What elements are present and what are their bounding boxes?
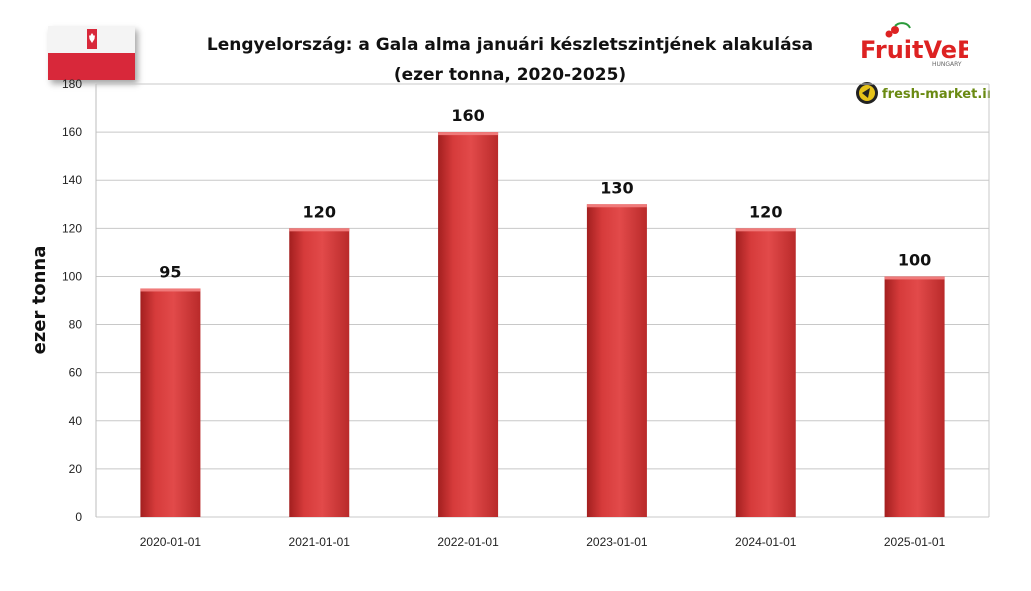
- bar: [438, 132, 499, 517]
- bar: [289, 228, 350, 518]
- chart-title-block: Lengyelország: a Gala alma januári készl…: [160, 30, 860, 90]
- fruitveb-logo-text: FruitVeB: [860, 36, 968, 64]
- data-label: 100: [898, 250, 931, 269]
- bar-top-highlight: [586, 204, 647, 208]
- data-label: 120: [303, 202, 336, 221]
- chart-title: Lengyelország: a Gala alma januári készl…: [206, 35, 814, 55]
- y-tick-label: 100: [62, 269, 82, 283]
- bar-body: [884, 276, 945, 517]
- bar-body: [586, 204, 647, 517]
- x-tick-label: 2023-01-01: [586, 535, 648, 549]
- data-label: 120: [749, 202, 782, 221]
- y-tick-label: 180: [62, 77, 82, 91]
- bar-top-highlight: [735, 228, 796, 232]
- y-axis-ticks: 0 20 40 60 80 100 120 140 160 180: [62, 77, 82, 524]
- fruitveb-logo-sub: HUNGARY: [932, 61, 962, 68]
- y-tick-label: 40: [69, 414, 83, 428]
- x-tick-label: 2025-01-01: [884, 535, 946, 549]
- y-tick-label: 60: [69, 366, 83, 380]
- bar-body: [438, 132, 499, 517]
- y-axis-label: ezer tonna: [29, 246, 50, 355]
- x-tick-label: 2024-01-01: [735, 535, 797, 549]
- poland-flag: [48, 26, 135, 80]
- bar-top-highlight: [438, 132, 499, 136]
- y-tick-label: 160: [62, 125, 82, 139]
- x-axis-ticks: 2020-01-01 2021-01-01 2022-01-01 2023-01-01…: [140, 535, 946, 549]
- data-label: 95: [159, 262, 181, 281]
- bar-top-highlight: [884, 276, 945, 280]
- bar-top-highlight: [140, 288, 201, 292]
- fruitveb-logo: FruitVeB HUNGARY: [860, 22, 968, 68]
- y-tick-label: 140: [62, 173, 82, 187]
- eagle-emblem-icon: [87, 29, 97, 49]
- x-tick-label: 2021-01-01: [289, 535, 351, 549]
- x-tick-label: 2020-01-01: [140, 535, 202, 549]
- bar: [586, 204, 647, 517]
- freshmarket-logo: fresh-market.info: [856, 82, 990, 104]
- bar-body: [140, 288, 201, 517]
- bar-body: [289, 228, 350, 518]
- y-tick-label: 20: [69, 462, 83, 476]
- x-tick-label: 2022-01-01: [437, 535, 499, 549]
- bar-top-highlight: [289, 228, 350, 232]
- data-label: 130: [600, 178, 633, 197]
- freshmarket-logo-text: fresh-market.info: [882, 87, 990, 102]
- data-label: 160: [451, 106, 484, 125]
- bars: [140, 132, 945, 518]
- y-tick-label: 80: [69, 318, 83, 332]
- chart-subtitle: (ezer tonna, 2020-2025): [393, 65, 627, 85]
- bar: [735, 228, 796, 518]
- bar-body: [735, 228, 796, 518]
- gridlines: [95, 83, 990, 518]
- y-tick-label: 0: [75, 510, 82, 524]
- y-tick-label: 120: [62, 221, 82, 235]
- bar: [140, 288, 201, 517]
- bar: [884, 276, 945, 517]
- data-labels: 95 120 160 130 120 100: [159, 106, 931, 281]
